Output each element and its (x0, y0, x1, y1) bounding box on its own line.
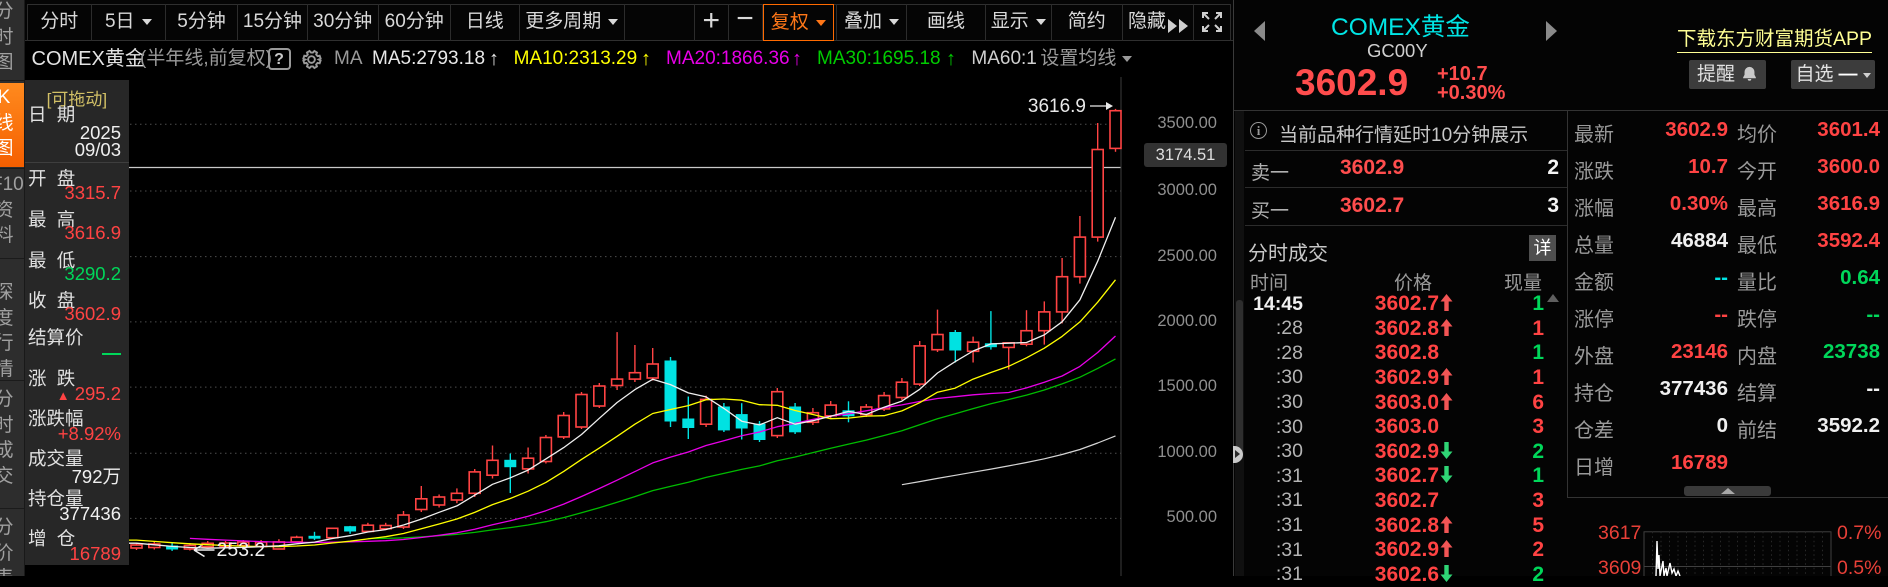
svg-text:3616.9: 3616.9 (1028, 96, 1086, 117)
svg-text:253.2: 253.2 (217, 539, 266, 561)
